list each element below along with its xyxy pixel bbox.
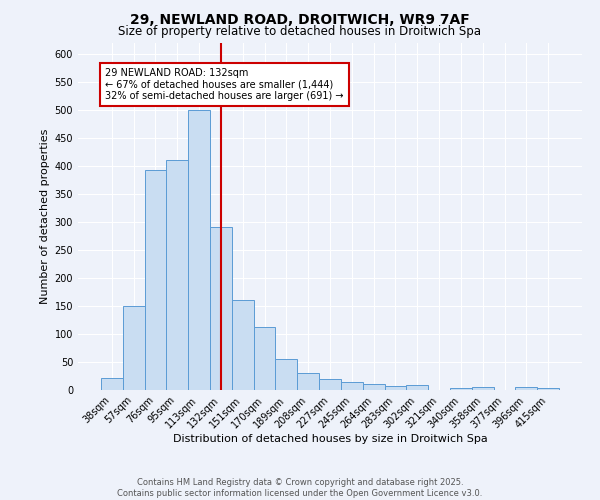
Y-axis label: Number of detached properties: Number of detached properties <box>40 128 50 304</box>
Bar <box>188 110 210 390</box>
Bar <box>363 384 385 390</box>
Bar <box>406 385 428 390</box>
Bar <box>450 388 472 390</box>
Text: 29, NEWLAND ROAD, DROITWICH, WR9 7AF: 29, NEWLAND ROAD, DROITWICH, WR9 7AF <box>130 12 470 26</box>
Text: Contains HM Land Registry data © Crown copyright and database right 2025.
Contai: Contains HM Land Registry data © Crown c… <box>118 478 482 498</box>
Bar <box>472 386 494 390</box>
Bar <box>537 388 559 390</box>
Bar <box>101 378 123 390</box>
Bar <box>515 387 537 390</box>
Bar <box>319 379 341 390</box>
Bar <box>145 170 166 390</box>
Bar <box>123 306 145 390</box>
Bar <box>166 160 188 390</box>
Bar <box>275 359 297 390</box>
Text: Size of property relative to detached houses in Droitwich Spa: Size of property relative to detached ho… <box>119 25 482 38</box>
Text: 29 NEWLAND ROAD: 132sqm
← 67% of detached houses are smaller (1,444)
32% of semi: 29 NEWLAND ROAD: 132sqm ← 67% of detache… <box>105 68 344 101</box>
Bar <box>341 382 363 390</box>
Bar <box>210 228 232 390</box>
X-axis label: Distribution of detached houses by size in Droitwich Spa: Distribution of detached houses by size … <box>173 434 487 444</box>
Bar <box>254 327 275 390</box>
Bar <box>297 373 319 390</box>
Bar <box>232 300 254 390</box>
Bar <box>385 386 406 390</box>
